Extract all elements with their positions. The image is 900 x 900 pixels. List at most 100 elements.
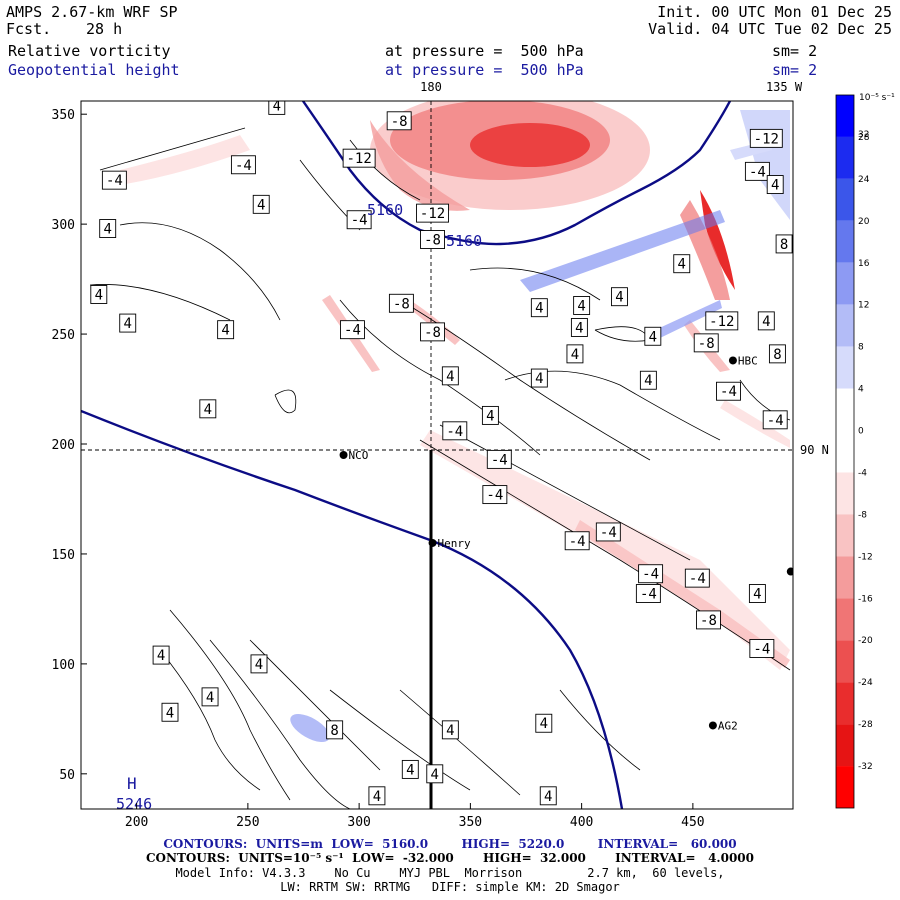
contour-label-text: -4 — [486, 488, 503, 504]
x-tick-label: 400 — [570, 815, 593, 830]
contour-label: 4 — [268, 101, 286, 115]
contour-label-text: 4 — [124, 316, 132, 332]
contour-label-text: 4 — [535, 301, 543, 317]
y-tick-label: 350 — [52, 108, 75, 123]
contour-label-text: 4 — [406, 762, 414, 778]
y-tick-label: 100 — [52, 658, 75, 673]
contour-label-text: 4 — [571, 347, 579, 363]
contour-label: -4 — [749, 639, 775, 658]
contour-label-box — [346, 210, 372, 230]
contour-label-box — [749, 128, 783, 148]
contour-label: -4 — [442, 421, 468, 441]
contour-label-text: 4 — [373, 789, 381, 805]
vorticity-contours — [89, 127, 791, 809]
contour-label-text: 4 — [204, 402, 212, 418]
contour-label-text: 4 — [255, 657, 263, 673]
contour-label-text: 4 — [771, 178, 779, 194]
contour-label: 4 — [611, 287, 628, 307]
contour-label: -4 — [762, 410, 788, 430]
valid-time: Valid. 04 UTC Tue 02 Dec 25 — [648, 20, 892, 38]
field-vorticity-name: Relative vorticity — [8, 42, 171, 60]
contour-label: 4 — [530, 298, 548, 318]
x-tick-label: 450 — [681, 815, 704, 830]
contour-label: -4 — [564, 531, 590, 551]
contour-label-box — [638, 564, 664, 584]
colorbar-segment — [836, 640, 854, 683]
colorbar-segment — [836, 178, 854, 221]
x-axis: 200 250 300 350 400 450 — [125, 803, 705, 830]
contour-label-box — [566, 344, 584, 364]
contour-label: 4 — [766, 175, 784, 195]
plot-frame — [80, 100, 794, 810]
contour-label-text: 8 — [330, 723, 338, 739]
contour-label-box — [768, 344, 786, 364]
contour-label-text: -4 — [689, 571, 706, 587]
contour-label-text: -8 — [424, 325, 441, 341]
contour-label-box — [635, 584, 661, 603]
station-dot — [728, 356, 737, 365]
contour-label: -4 — [486, 449, 512, 469]
height-contour-5160 — [302, 101, 732, 246]
y-axis: 50 100 150 200 250 300 350 — [52, 108, 87, 783]
contour-label: 4 — [644, 326, 662, 346]
contour-label: 4 — [152, 645, 170, 665]
footer-height-contours: CONTOURS: UNITS=m LOW= 5160.0 HIGH= 5220… — [163, 837, 737, 851]
contour-label-text: -4 — [351, 213, 368, 229]
contour-label-text: -8 — [424, 233, 441, 249]
contour-label-text: 4 — [103, 222, 111, 238]
colorbar-level-label: 12 — [858, 301, 869, 311]
colorbar-segment — [836, 556, 854, 599]
contour-label-text: 4 — [577, 298, 585, 314]
contour-label-box — [539, 786, 557, 806]
contour-label-box — [748, 584, 766, 603]
x-tick-label: 200 — [125, 815, 148, 830]
colorbar-level-label: -12 — [858, 552, 873, 562]
height-label-5160-b: 5160 — [446, 232, 482, 250]
colorbar-level-label: 24 — [858, 175, 870, 185]
contour-label: -4 — [595, 522, 621, 542]
contour-label: 4 — [368, 786, 386, 806]
contour-label-box — [564, 531, 590, 551]
contour-label-text: 4 — [544, 789, 552, 805]
contour-label: 4 — [252, 194, 270, 214]
contour-label-box — [101, 170, 127, 190]
contour-label-box — [388, 293, 414, 313]
contour-label-box — [611, 287, 628, 307]
contour-label-box — [201, 687, 219, 707]
contour-label-box — [639, 370, 657, 390]
colorbar-level-label: 20 — [858, 217, 870, 227]
colorbar-segment — [836, 766, 854, 808]
forecast-label: Fcst. — [6, 20, 52, 38]
contour-label: -4 — [346, 210, 372, 230]
contour-label-box — [693, 333, 719, 353]
y-tick-label: 150 — [52, 548, 75, 563]
contour-label-box — [441, 720, 459, 740]
colorbar-level-label: -28 — [858, 720, 873, 730]
station-name: HBC — [738, 354, 758, 367]
contour-label-box — [420, 322, 445, 342]
edge-station-dot — [786, 567, 793, 576]
contour-label-text: 4 — [644, 373, 652, 389]
longitude-135w-label: 135 W — [766, 80, 803, 94]
contour-label: 8 — [326, 720, 344, 740]
y-tick-label: 300 — [52, 218, 75, 233]
contour-label-box — [570, 318, 588, 337]
contour-label: 4 — [199, 399, 217, 419]
contour-label-box — [573, 296, 591, 315]
contour-label-text: -4 — [720, 384, 737, 400]
contour-label-box — [252, 194, 270, 214]
contour-label: -4 — [684, 568, 710, 588]
station-name: AG2 — [718, 719, 738, 732]
contour-label-box — [749, 639, 775, 658]
contour-label-text: -4 — [753, 641, 770, 657]
model-title: AMPS 2.67-km WRF SP — [6, 3, 178, 21]
contour-label-text: -8 — [393, 296, 410, 312]
contour-label: -4 — [101, 170, 127, 190]
contour-label-text: -4 — [600, 525, 617, 541]
y-tick-label: 200 — [52, 438, 75, 453]
geopotential-contours — [81, 101, 732, 809]
contour-label: 8 — [775, 234, 793, 254]
contour-label: -8 — [693, 333, 719, 353]
footer-model-info: Model Info: V4.3.3 No Cu MYJ PBL Morriso… — [175, 866, 725, 880]
contour-label-box — [199, 399, 217, 419]
